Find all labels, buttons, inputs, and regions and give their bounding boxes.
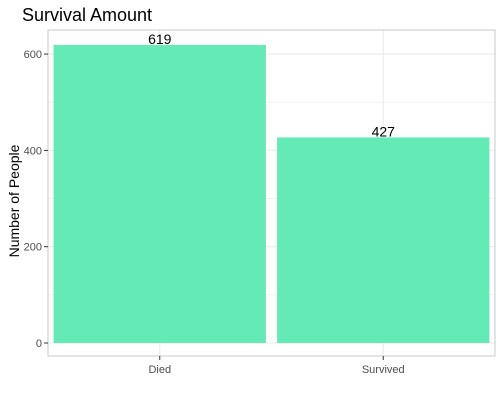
x-tick-label: Survived <box>362 364 405 376</box>
y-tick-label: 600 <box>24 49 42 61</box>
bars <box>54 45 490 343</box>
y-axis-ticks: 0 200 400 600 <box>24 49 48 350</box>
data-label: 619 <box>148 31 172 47</box>
bar-survived <box>277 137 489 343</box>
y-tick-label: 400 <box>24 145 42 157</box>
x-tick-label: Died <box>148 364 171 376</box>
y-axis-label: Number of People <box>6 144 22 257</box>
y-tick-label: 0 <box>36 338 42 350</box>
data-label: 427 <box>372 123 396 139</box>
chart-title: Survival Amount <box>22 5 152 25</box>
bar-died <box>54 45 266 343</box>
x-axis-ticks: Died Survived <box>148 356 404 376</box>
y-tick-label: 200 <box>24 242 42 254</box>
